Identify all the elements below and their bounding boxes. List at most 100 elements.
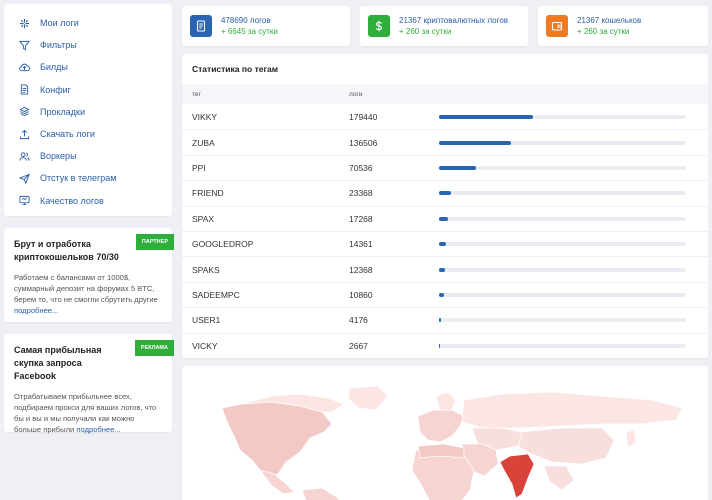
nav-item-my-logs[interactable]: Мои логи bbox=[4, 12, 172, 34]
world-map bbox=[182, 366, 708, 500]
nav-label: Мои логи bbox=[40, 18, 79, 29]
tag-log-count: 70536 bbox=[349, 162, 373, 173]
region-canada bbox=[241, 393, 345, 413]
nav-label: Отстук в телеграм bbox=[40, 173, 117, 184]
tag-name: SPAKS bbox=[192, 264, 220, 275]
layers-icon bbox=[18, 106, 30, 118]
nav-item-telegram-report[interactable]: Отстук в телеграм bbox=[4, 167, 172, 189]
tag-progress-track bbox=[439, 191, 686, 196]
tag-progress-track bbox=[439, 114, 686, 119]
sparkle-icon bbox=[18, 17, 30, 29]
promo-text: Отрабатываем прибыльнее всех, подбираем … bbox=[14, 391, 162, 435]
tag-log-count: 2667 bbox=[349, 340, 368, 351]
tag-progress-fill bbox=[439, 343, 441, 348]
tag-stats-card: Статистика по тегам тег логи VIKKY 179440… bbox=[182, 54, 708, 358]
document-icon bbox=[18, 84, 30, 96]
table-row: PPI 70536 bbox=[182, 154, 708, 180]
region-china bbox=[517, 427, 615, 465]
tag-log-count: 179440 bbox=[349, 111, 378, 122]
tag-progress-track bbox=[439, 140, 686, 145]
nav-item-builds[interactable]: Билды bbox=[4, 56, 172, 78]
tag-log-count: 12368 bbox=[349, 264, 373, 275]
sidebar-nav: Мои логи Фильтры Билды Конфиг Прокладки … bbox=[4, 4, 172, 216]
table-row: SPAX 17268 bbox=[182, 205, 708, 231]
tag-name: VICKY bbox=[192, 340, 218, 351]
promo-title: Самая прибыльная скупка запроса Facebook bbox=[14, 345, 102, 381]
nav-item-proxies[interactable]: Прокладки bbox=[4, 101, 172, 123]
tag-progress-track bbox=[439, 216, 686, 221]
column-header-tag: тег bbox=[192, 90, 201, 98]
stat-card-wallets: 21367 кошельков + 260 за сутки bbox=[538, 6, 708, 46]
region-south-america bbox=[301, 487, 340, 500]
promo-card-partner: ПАРТНЕР Брут и отработка криптокошельков… bbox=[4, 228, 174, 322]
stat-main: 21367 кошельков bbox=[577, 16, 642, 25]
tag-log-count: 10860 bbox=[349, 289, 373, 300]
nav-label: Фильтры bbox=[40, 40, 77, 51]
region-scandinavia bbox=[435, 391, 457, 411]
tag-progress-fill bbox=[439, 216, 448, 221]
tag-progress-track bbox=[439, 318, 686, 323]
nav-item-download-logs[interactable]: Скачать логи bbox=[4, 123, 172, 145]
nav-label: Скачать логи bbox=[40, 129, 95, 140]
promo-body: Работаем с балансами от 1000$, суммарный… bbox=[14, 273, 158, 304]
region-russia bbox=[461, 391, 683, 429]
table-row: GOOGLEDROP 14361 bbox=[182, 230, 708, 256]
tag-progress-fill bbox=[439, 140, 511, 145]
tag-name: SPAX bbox=[192, 213, 215, 224]
region-north-africa bbox=[417, 443, 465, 459]
tag-log-count: 4176 bbox=[349, 315, 368, 326]
stat-main: 478690 логов bbox=[221, 16, 271, 25]
tag-name: SADEEMPC bbox=[192, 289, 240, 300]
nav-item-workers[interactable]: Воркеры bbox=[4, 145, 172, 167]
tag-name: FRIEND bbox=[192, 188, 224, 199]
stat-sub: + 6645 за сутки bbox=[221, 27, 278, 36]
promo-text: Работаем с балансами от 1000$, суммарный… bbox=[14, 272, 162, 316]
nav-item-config[interactable]: Конфиг bbox=[4, 79, 172, 101]
table-row: SPAKS 12368 bbox=[182, 256, 708, 281]
more-link[interactable]: подробнее... bbox=[76, 425, 121, 434]
table-row: FRIEND 23368 bbox=[182, 180, 708, 205]
users-icon bbox=[18, 150, 30, 162]
dollar-icon bbox=[368, 15, 390, 37]
ad-badge: РЕКЛАМА bbox=[134, 340, 174, 356]
stat-card-crypto-logs: 21367 криптовалютных логов + 260 за сутк… bbox=[360, 6, 528, 46]
region-greenland bbox=[347, 385, 389, 411]
tag-progress-track bbox=[439, 292, 686, 297]
tag-log-count: 23368 bbox=[349, 188, 373, 199]
promo-body: Отрабатываем прибыльнее всех, подбираем … bbox=[14, 392, 157, 434]
promo-card-ad: РЕКЛАМА Самая прибыльная скупка запроса … bbox=[4, 334, 174, 435]
tag-name: USER1 bbox=[192, 315, 221, 326]
tag-progress-track bbox=[439, 242, 686, 247]
tag-progress-track bbox=[439, 267, 686, 272]
world-map-svg bbox=[221, 385, 683, 500]
tag-log-count: 17268 bbox=[349, 213, 373, 224]
tag-name: ZUBA bbox=[192, 137, 215, 148]
table-header: тег логи bbox=[182, 84, 708, 104]
table-row: SADEEMPC 10860 bbox=[182, 281, 708, 307]
nav-item-log-quality[interactable]: Качество логов bbox=[4, 190, 172, 212]
region-north-america bbox=[221, 401, 333, 479]
stat-sub: + 260 за сутки bbox=[577, 27, 630, 36]
column-header-logs: логи bbox=[349, 90, 363, 98]
more-link[interactable]: подробнее... bbox=[14, 306, 59, 315]
table-row: VIKKY 179440 bbox=[182, 104, 708, 129]
monitor-icon bbox=[18, 195, 30, 207]
region-india bbox=[499, 453, 535, 499]
region-japan bbox=[625, 429, 637, 449]
nav-item-filters[interactable]: Фильтры bbox=[4, 34, 172, 56]
table-row: USER1 4176 bbox=[182, 307, 708, 332]
table-body: VIKKY 179440 ZUBA 136506 PPI 70536 FRIEND 23368… bbox=[182, 104, 708, 358]
nav-label: Качество логов bbox=[40, 195, 104, 206]
tag-progress-fill bbox=[439, 292, 445, 297]
region-southeast-asia bbox=[543, 465, 575, 491]
nav-label: Билды bbox=[40, 62, 68, 73]
tag-progress-fill bbox=[439, 114, 533, 119]
region-mexico bbox=[259, 469, 295, 495]
tag-name: GOOGLEDROP bbox=[192, 239, 254, 250]
nav-label: Конфиг bbox=[40, 84, 71, 95]
partner-badge: ПАРТНЕР bbox=[135, 234, 174, 250]
filter-icon bbox=[18, 39, 30, 51]
stat-card-logs: 478690 логов + 6645 за сутки bbox=[182, 6, 350, 46]
file-icon bbox=[190, 15, 212, 37]
tag-progress-fill bbox=[439, 165, 477, 170]
